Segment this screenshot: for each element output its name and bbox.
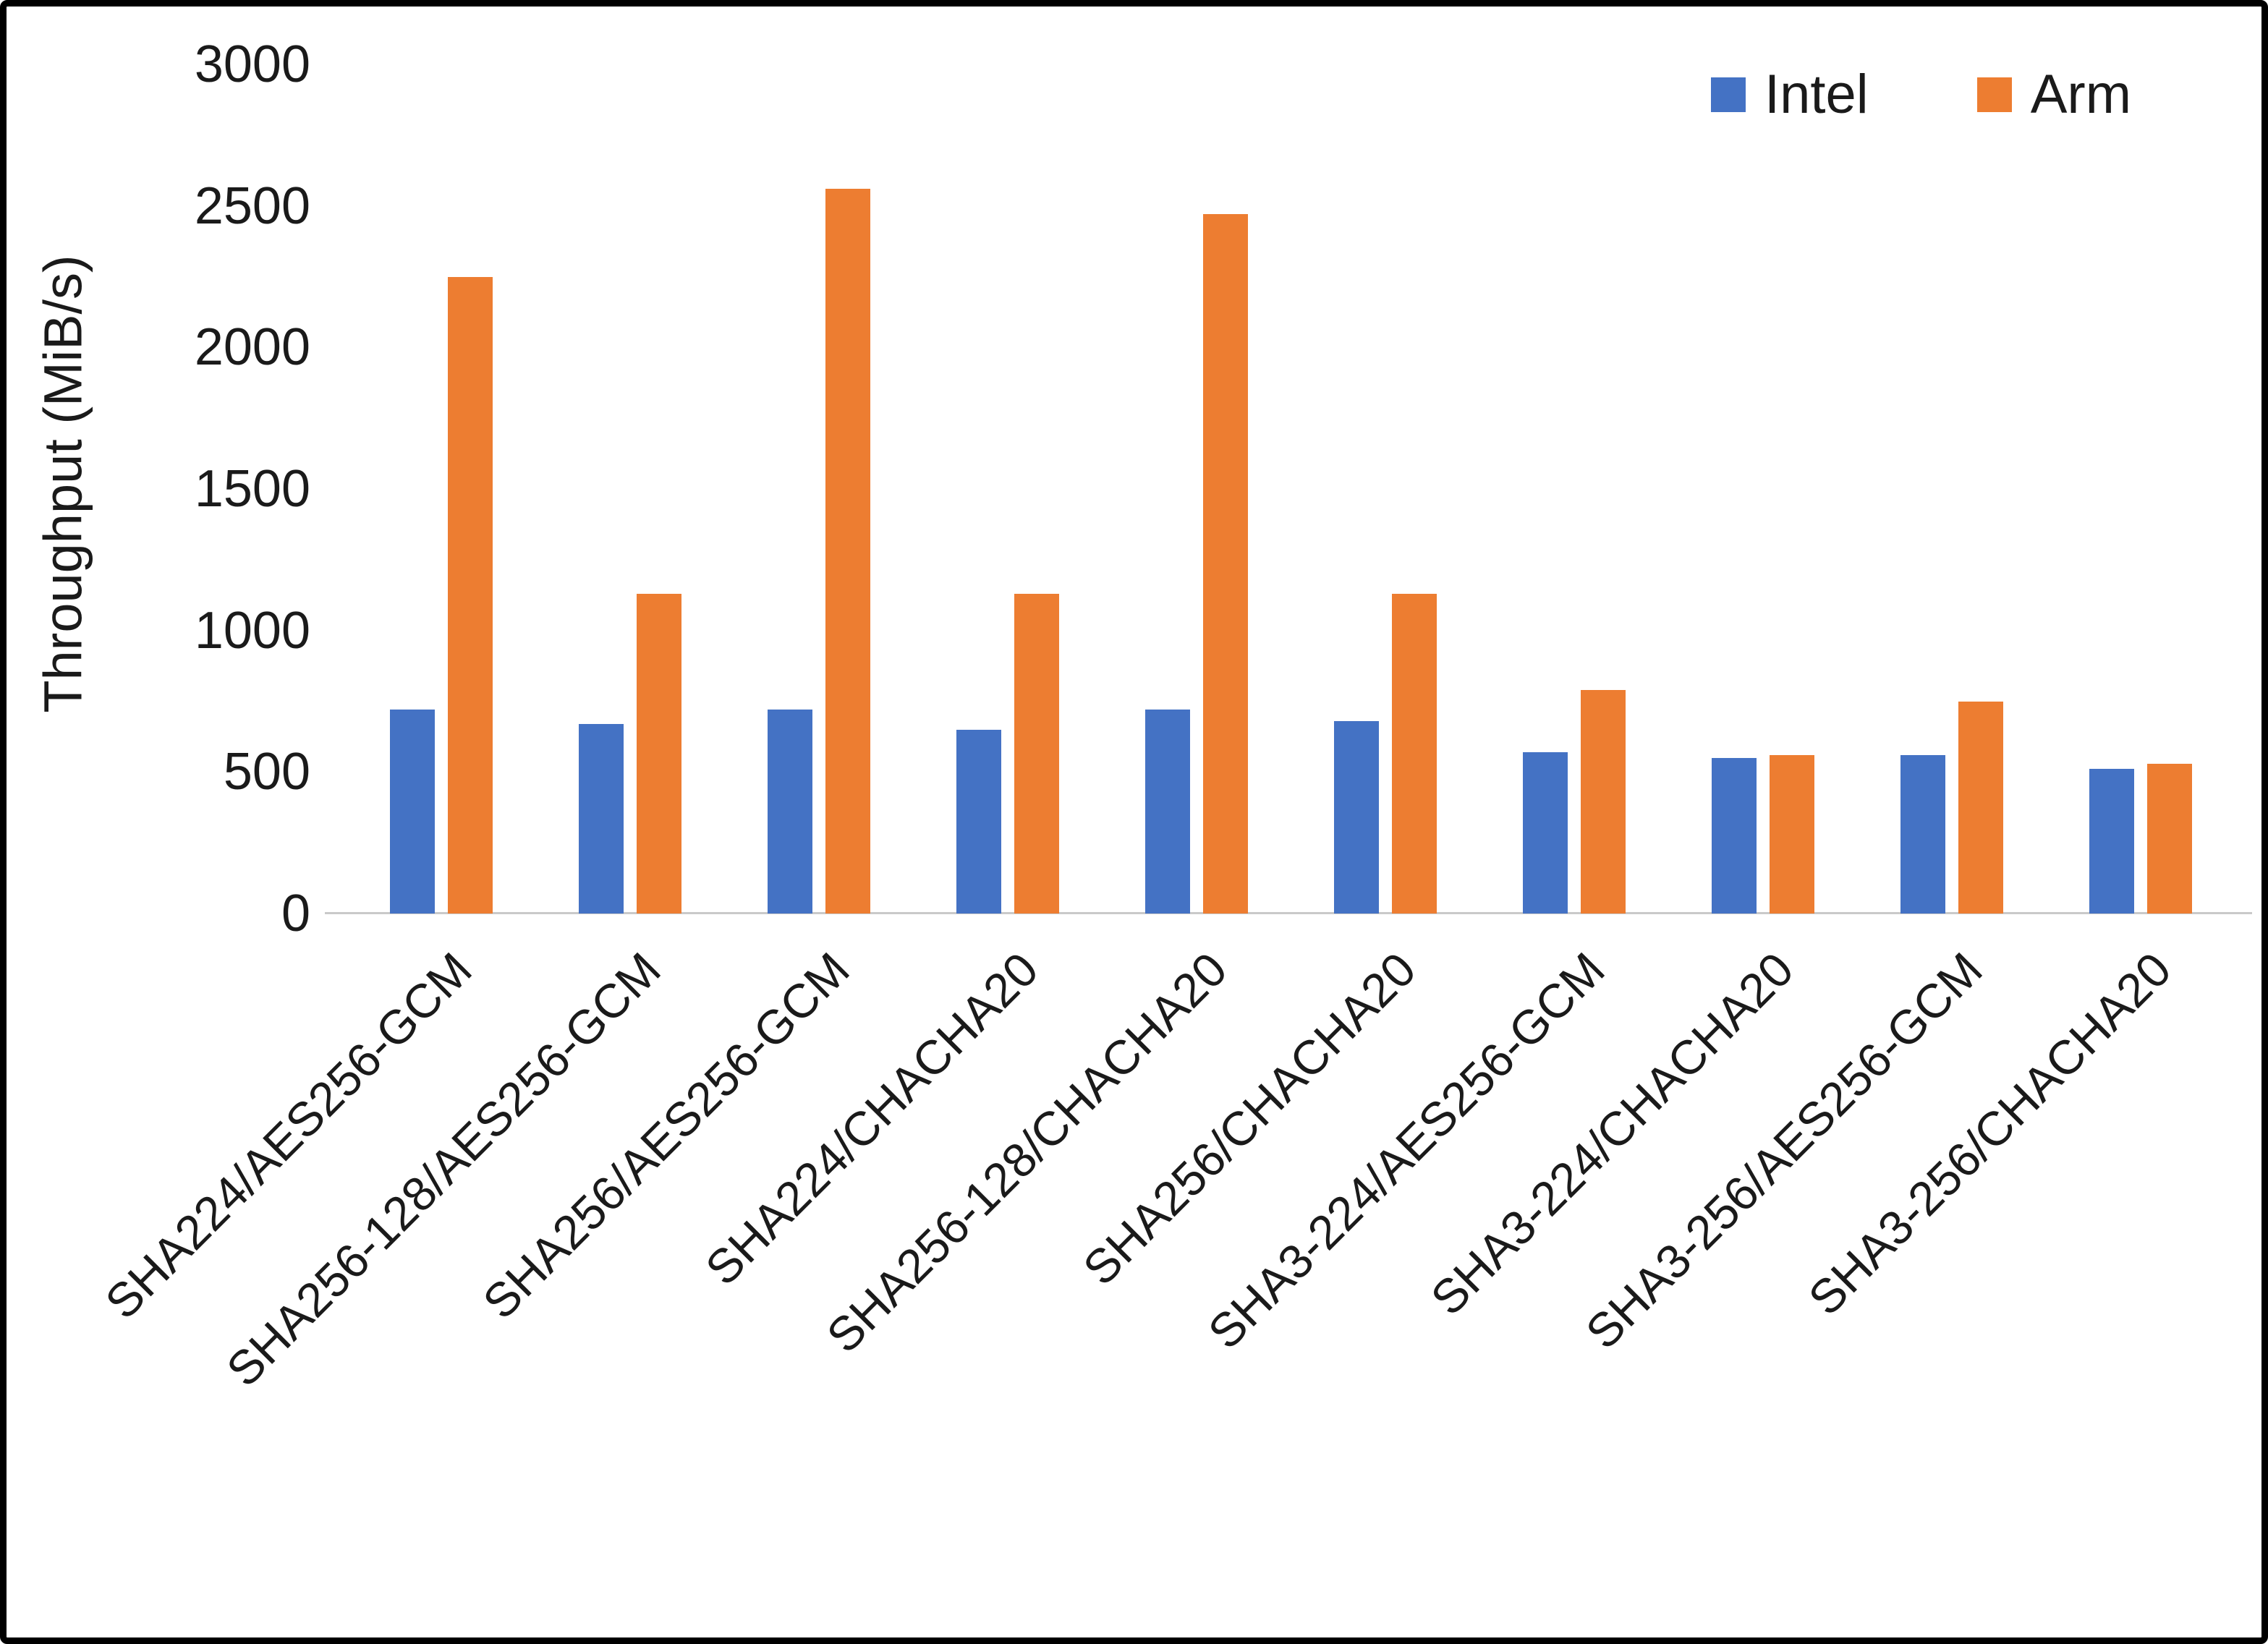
y-tick-label: 0: [281, 885, 310, 942]
x-axis-line: [325, 912, 2252, 914]
bar-intel-8: [1900, 754, 1945, 913]
y-tick-label: 1000: [194, 601, 310, 660]
bar-arm-8: [1958, 701, 2003, 913]
y-tick-label: 1500: [194, 460, 310, 518]
bar-arm-7: [1769, 754, 1814, 913]
bar-intel-6: [1522, 751, 1568, 913]
bar-arm-4: [1202, 214, 1248, 913]
arm-swatch-icon: [1976, 77, 2012, 112]
legend-item-intel: Intel: [1711, 63, 1869, 126]
y-tick-label: 500: [223, 743, 310, 801]
intel-swatch-icon: [1711, 77, 1746, 112]
bar-arm-5: [1391, 593, 1437, 913]
y-tick-label: 2000: [194, 318, 310, 377]
bar-arm-6: [1580, 689, 1626, 913]
y-tick-label: 2500: [194, 176, 310, 235]
bar-arm-2: [825, 189, 870, 913]
bar-intel-9: [2089, 769, 2134, 913]
bar-arm-1: [636, 593, 681, 913]
bar-intel-0: [389, 710, 435, 913]
bar-intel-1: [578, 723, 624, 913]
legend-item-arm: Arm: [1976, 63, 2131, 126]
bar-intel-5: [1333, 720, 1379, 913]
bar-arm-0: [447, 276, 493, 913]
bar-intel-4: [1144, 710, 1190, 913]
y-tick-label: 3000: [194, 35, 310, 93]
bar-intel-2: [767, 710, 812, 913]
bar-intel-7: [1711, 757, 1757, 913]
legend-label-intel: Intel: [1764, 64, 1869, 125]
legend-label-arm: Arm: [2030, 64, 2131, 125]
bar-arm-3: [1014, 593, 1059, 913]
bar-intel-3: [956, 729, 1001, 913]
y-axis-title: Throughput (MiB/s): [33, 255, 93, 713]
bar-arm-9: [2146, 763, 2192, 913]
legend: Intel Arm: [1711, 63, 2131, 126]
